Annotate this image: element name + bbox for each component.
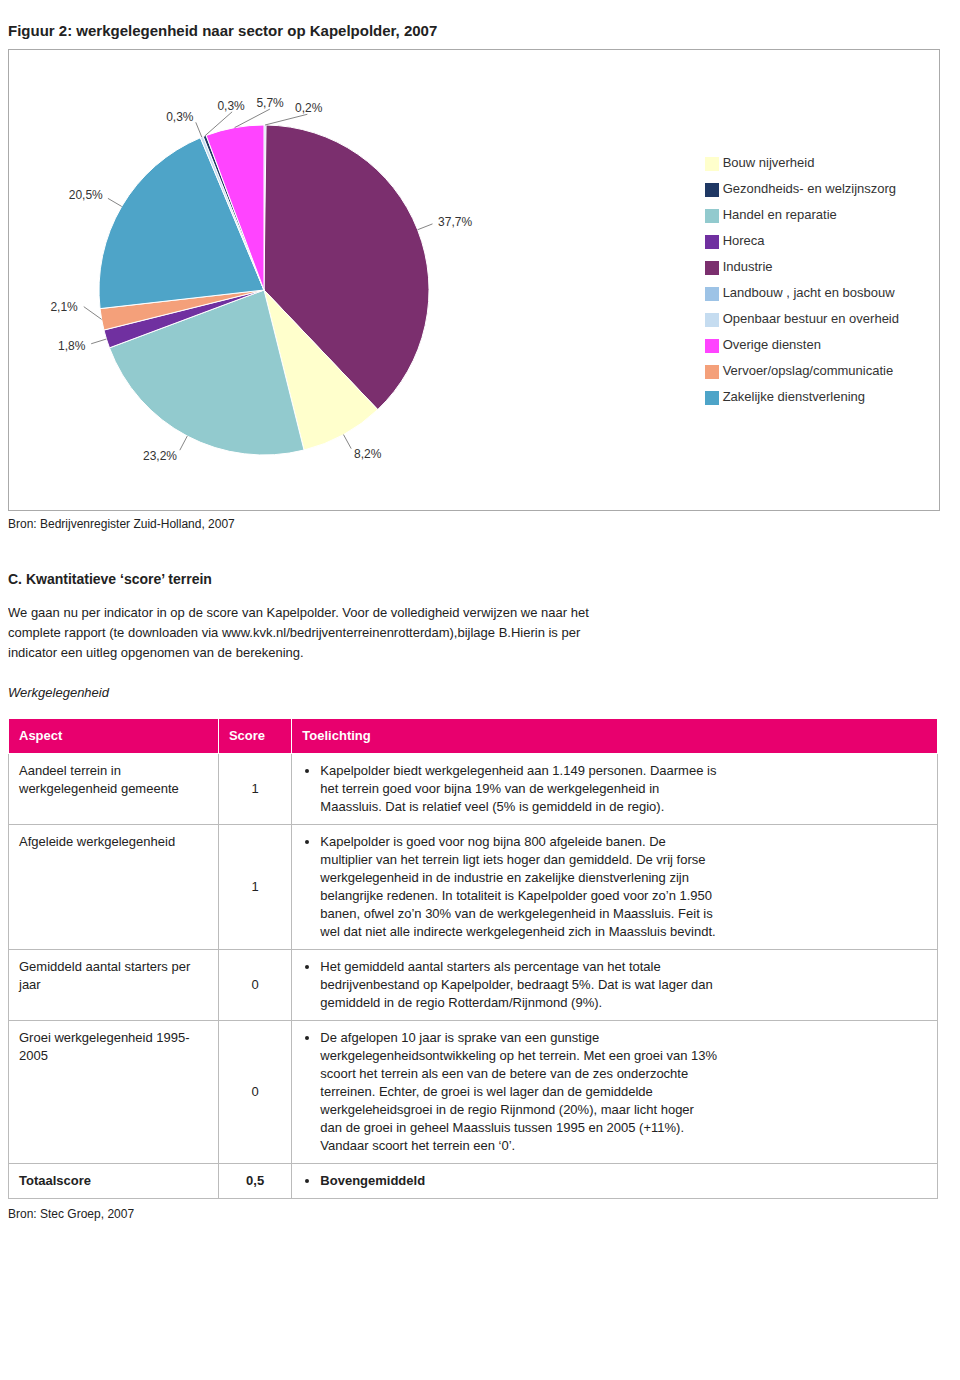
html-text:Kapelpolder is goed voor nog b: Kapelpolder is goed voor nog bijna 800 a… xyxy=(320,834,666,849)
svg-text:5,7%: 5,7% xyxy=(256,96,284,110)
html-text:C. Kwantitatieve ‘score’ terre: C. Kwantitatieve ‘score’ terrein xyxy=(8,571,212,587)
html-text:Werkgelegenheid: Werkgelegenheid xyxy=(8,685,109,700)
html-text:multiplier van het terrein lig: multiplier van het terrein ligt iets hog… xyxy=(320,852,706,867)
html-text:belangrijke redenen. In totali: belangrijke redenen. In totaliteit is Ka… xyxy=(320,888,713,903)
html-text:1: 1 xyxy=(251,879,259,894)
html-text:Totaalscore: Totaalscore xyxy=(19,1173,91,1188)
svg-text:8,2%: 8,2% xyxy=(354,447,382,461)
html-text:Bron: Stec Groep, 2007: Bron: Stec Groep, 2007 xyxy=(8,1207,135,1221)
html-text:scoort het terrein als een van: scoort het terrein als een van de betere… xyxy=(320,1066,689,1081)
html-text:Industrie: Industrie xyxy=(722,259,773,274)
html-text:2005: 2005 xyxy=(19,1048,48,1063)
html-text:Afgeleide werkgelegenheid: Afgeleide werkgelegenheid xyxy=(19,834,176,849)
svg-text:0,2%: 0,2% xyxy=(295,101,323,115)
html-text:het terrein goed voor bijna 19: het terrein goed voor bijna 19% van de w… xyxy=(320,781,660,796)
html-text:terreinen. Echter, de groei is: terreinen. Echter, de groei is wel lager… xyxy=(320,1084,653,1099)
html-text:Figuur 2: werkgelegenheid naar: Figuur 2: werkgelegenheid naar sector op… xyxy=(8,22,438,39)
html-text:Aspect: Aspect xyxy=(19,728,63,743)
html-text:Het gemiddeld aantal starters: Het gemiddeld aantal starters als percen… xyxy=(320,959,661,974)
html-text:complete rapport (te downloade: complete rapport (te downloaden via www.… xyxy=(8,625,581,640)
html-text:Aandeel terrein in: Aandeel terrein in xyxy=(19,763,121,778)
html-text:bedrijvenbestand op Kapelpolde: bedrijvenbestand op Kapelpolder, bedraag… xyxy=(320,977,713,992)
html-text:Bron: Bedrijvenregister Zuid-H: Bron: Bedrijvenregister Zuid-Holland, 20… xyxy=(8,517,235,531)
html-text:gemiddeld in de regio Rotterda: gemiddeld in de regio Rotterdam/Rijnmond… xyxy=(320,995,603,1010)
svg-text:37,7%: 37,7% xyxy=(438,215,472,229)
html-text:1: 1 xyxy=(251,781,259,796)
svg-text:23,2%: 23,2% xyxy=(143,449,177,463)
html-text:Overige diensten: Overige diensten xyxy=(722,337,821,352)
html-text:0,5: 0,5 xyxy=(246,1173,265,1188)
html-text:werkgeleheidsgroei in de regio: werkgeleheidsgroei in de regio Rijnmond … xyxy=(320,1102,694,1117)
html-text:Landbouw , jacht en bosbouw: Landbouw , jacht en bosbouw xyxy=(722,285,895,300)
html-text:werkgelegenheid gemeente: werkgelegenheid gemeente xyxy=(19,781,179,796)
svg-text:0,3%: 0,3% xyxy=(217,99,245,113)
svg-text:2,1%: 2,1% xyxy=(50,300,78,314)
svg-text:20,5%: 20,5% xyxy=(69,188,103,202)
html-text:Zakelijke dienstverlening: Zakelijke dienstverlening xyxy=(722,389,865,404)
svg-text:1,8%: 1,8% xyxy=(58,339,86,353)
html-text:wel dat niet alle indirecte we: wel dat niet alle indirecte werkgelegenh… xyxy=(320,924,716,939)
html-text:Vervoer/opslag/communicatie: Vervoer/opslag/communicatie xyxy=(722,363,894,378)
html-text:Bovengemiddeld: Bovengemiddeld xyxy=(320,1173,426,1188)
html-text:Handel en reparatie: Handel en reparatie xyxy=(722,207,837,222)
html-text:Openbaar bestuur en overheid: Openbaar bestuur en overheid xyxy=(722,311,899,326)
html-text:indicator een uitleg opgenomen: indicator een uitleg opgenomen van de be… xyxy=(8,645,304,660)
html-text:Kapelpolder biedt werkgelegenh: Kapelpolder biedt werkgelegenheid aan 1.… xyxy=(320,763,717,778)
html-text:banen, ofwel zo’n 30% van de w: banen, ofwel zo’n 30% van de werkgelegen… xyxy=(320,906,713,921)
html-text:Score: Score xyxy=(229,728,266,743)
svg-text:0,3%: 0,3% xyxy=(166,110,194,124)
html-text:0: 0 xyxy=(251,977,259,992)
html-text:Gezondheids- en welzijnszorg: Gezondheids- en welzijnszorg xyxy=(722,181,897,196)
html-text:werkgelegenheidsontwikkeling o: werkgelegenheidsontwikkeling op het terr… xyxy=(320,1048,718,1063)
html-text:Groei werkgelegenheid 1995-: Groei werkgelegenheid 1995- xyxy=(19,1030,190,1045)
html-text:We gaan nu per indicator in op: We gaan nu per indicator in op de score … xyxy=(8,605,589,620)
html-text:Gemiddeld aantal starters per: Gemiddeld aantal starters per xyxy=(19,959,191,974)
html-text:0: 0 xyxy=(251,1084,259,1099)
html-text:Maassluis. Dat is relatief vee: Maassluis. Dat is relatief veel (5% is g… xyxy=(320,799,665,814)
html-text:Toelichting: Toelichting xyxy=(302,728,371,743)
html-text:De afgelopen 10 jaar is sprake: De afgelopen 10 jaar is sprake van een g… xyxy=(320,1030,600,1045)
html-text:Vandaar scoort het terrein een: Vandaar scoort het terrein een ‘0’. xyxy=(320,1138,516,1153)
html-text:Horeca: Horeca xyxy=(722,233,765,248)
html-text:dan de groei in geheel Maasslu: dan de groei in geheel Maassluis tussen … xyxy=(320,1120,684,1135)
html-text:werkgelegenheid in de industri: werkgelegenheid in de industrie en zakel… xyxy=(320,870,689,885)
html-text:Bouw nijverheid: Bouw nijverheid xyxy=(722,155,815,170)
html-text:jaar: jaar xyxy=(19,977,41,992)
